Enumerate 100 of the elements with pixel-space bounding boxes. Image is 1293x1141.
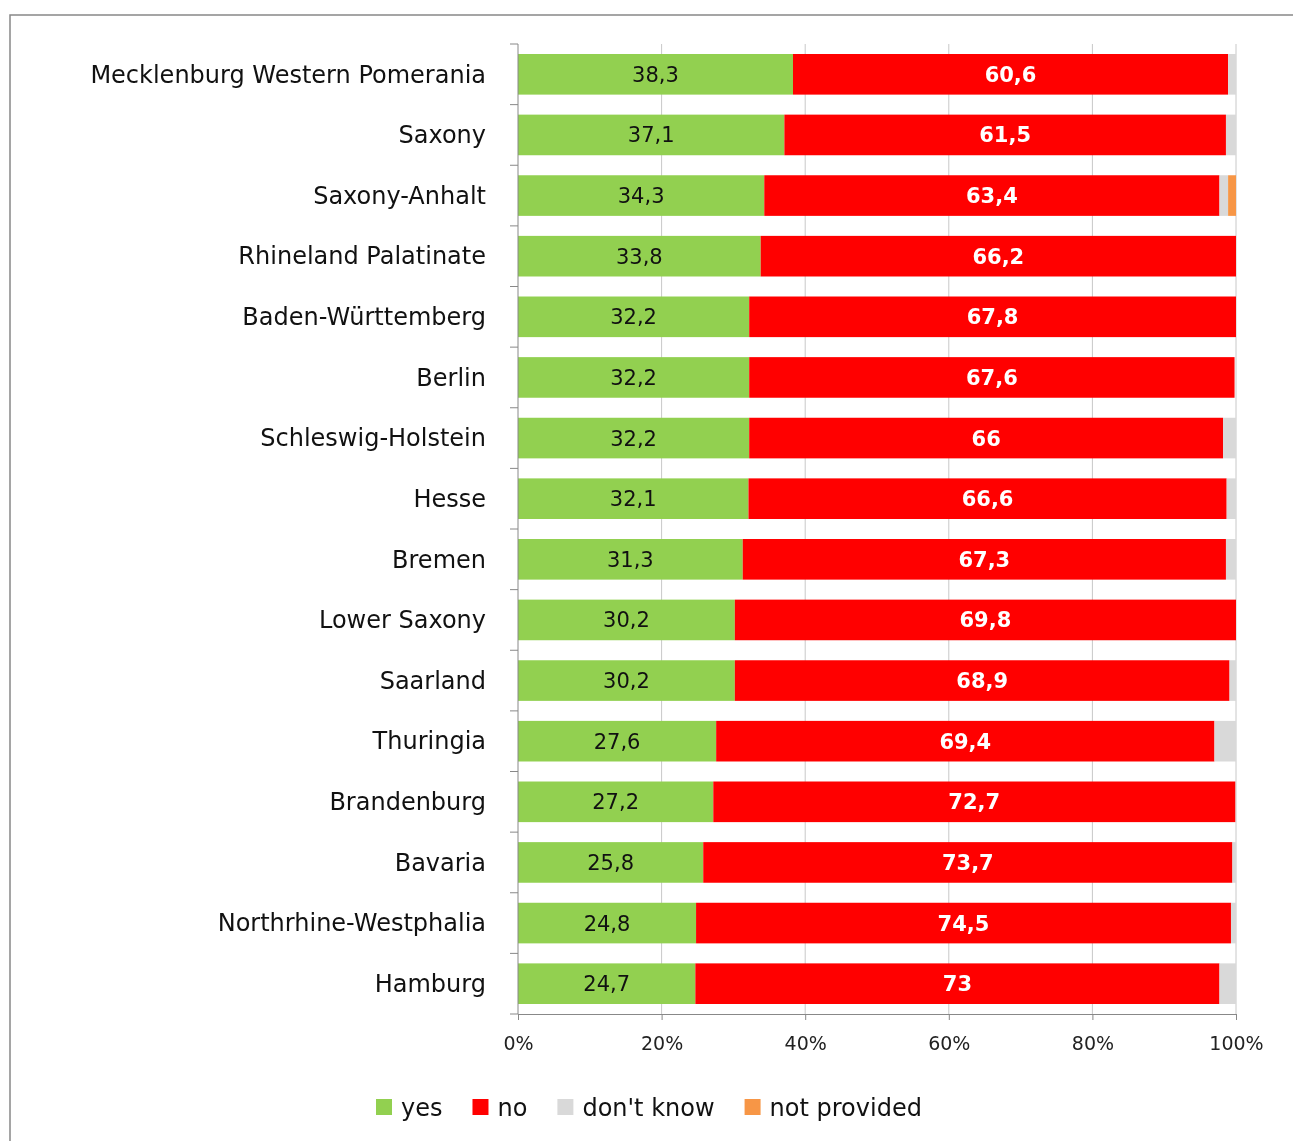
y-tick-label: Hesse — [413, 484, 486, 513]
bar — [764, 175, 1220, 216]
x-tick-label: 40% — [784, 1031, 827, 1054]
bar — [518, 539, 743, 580]
x-tick-label: 100% — [1209, 1031, 1264, 1054]
data-label: 32,2 — [610, 426, 657, 451]
y-tick-label: Saarland — [379, 666, 486, 695]
y-tick-label: Northrhine-Westphalia — [217, 909, 486, 938]
data-label: 66,2 — [972, 244, 1025, 269]
data-label: 67,3 — [958, 547, 1011, 572]
data-label: 34,3 — [617, 184, 665, 209]
bar — [518, 114, 785, 156]
bar — [696, 902, 1231, 944]
y-tick-label: Bavaria — [394, 848, 486, 877]
y-tick-label: Lower Saxony — [318, 606, 486, 635]
bar — [518, 599, 735, 641]
data-label: 33,8 — [615, 244, 663, 269]
legend-label: don't know — [582, 1093, 715, 1122]
data-label: 74,5 — [937, 911, 990, 936]
legend-label: yes — [401, 1093, 443, 1122]
bar — [518, 417, 750, 459]
bar — [1225, 539, 1236, 580]
data-label: 69,8 — [959, 608, 1012, 633]
bar — [518, 842, 704, 883]
y-tick-label: Bremen — [392, 545, 486, 574]
data-label: 25,8 — [587, 851, 634, 875]
bar — [749, 357, 1235, 398]
bar — [518, 235, 761, 277]
data-label: 61,5 — [979, 123, 1032, 148]
data-label: 66,6 — [961, 487, 1014, 512]
bar — [784, 114, 1226, 156]
bar — [716, 720, 1215, 762]
y-tick-label: Saxony — [398, 121, 486, 150]
bar — [518, 296, 750, 338]
data-label: 32,1 — [609, 487, 657, 512]
bar — [1228, 175, 1236, 216]
legend-label: no — [497, 1093, 528, 1122]
data-label: 32,2 — [610, 366, 657, 390]
bar — [749, 296, 1236, 338]
bar — [518, 478, 749, 519]
y-tick-label: Brandenburg — [329, 787, 486, 816]
y-tick-label: Schleswig-Holstein — [260, 424, 486, 453]
bar — [713, 781, 1236, 823]
x-tick-label: 80% — [1071, 1031, 1115, 1054]
data-label: 60,6 — [984, 62, 1037, 87]
bar — [749, 417, 1224, 459]
data-label: 69,4 — [939, 729, 992, 754]
bar — [742, 539, 1226, 580]
bar — [760, 235, 1236, 277]
bar — [1225, 114, 1236, 156]
x-tick-label: 60% — [928, 1031, 971, 1054]
legend-label: not provided — [769, 1093, 922, 1122]
bar — [1226, 478, 1236, 519]
data-label: 32,2 — [610, 305, 657, 330]
y-tick-label: Rhineland Palatinate — [238, 242, 486, 271]
bar — [518, 54, 793, 95]
data-label: 73 — [942, 972, 973, 997]
bar — [1223, 417, 1236, 459]
data-label: 72,7 — [948, 790, 1001, 815]
data-label: 24,8 — [583, 911, 631, 936]
bar — [734, 660, 1230, 701]
data-label: 27,2 — [592, 790, 640, 815]
data-label: 30,2 — [603, 669, 650, 694]
data-label: 24,7 — [583, 972, 631, 997]
data-label: 67,6 — [965, 366, 1018, 390]
y-tick-label: Berlin — [416, 363, 486, 392]
data-label: 31,3 — [606, 547, 654, 572]
y-tick-label: Thuringia — [371, 727, 486, 756]
bar — [748, 478, 1227, 519]
data-label: 37,1 — [627, 123, 675, 148]
x-tick-label: 0% — [503, 1031, 534, 1054]
bar — [1232, 842, 1236, 883]
bar — [1219, 963, 1236, 1004]
bar — [703, 842, 1233, 883]
bar — [518, 720, 717, 762]
y-tick-label: Hamburg — [374, 969, 486, 998]
bar — [1230, 902, 1236, 944]
bar — [518, 781, 714, 823]
data-label: 66 — [971, 426, 1001, 451]
bar — [518, 660, 735, 701]
data-label: 73,7 — [941, 851, 994, 875]
bar — [792, 54, 1229, 95]
bar — [734, 599, 1236, 641]
y-tick-label: Saxony-Anhalt — [313, 181, 486, 210]
bar — [518, 902, 697, 944]
bar — [518, 357, 750, 398]
bar — [518, 175, 765, 216]
data-label: 38,3 — [632, 62, 679, 87]
data-label: 68,9 — [956, 669, 1009, 694]
bar — [1214, 720, 1236, 762]
bar — [1229, 660, 1236, 701]
bar — [1228, 54, 1236, 95]
data-label: 30,2 — [603, 608, 650, 633]
y-tick-label: Baden-Württemberg — [242, 302, 486, 331]
x-tick-label: 20% — [640, 1031, 684, 1054]
bar — [1219, 175, 1229, 216]
data-label: 63,4 — [965, 184, 1018, 209]
bar — [518, 963, 696, 1004]
data-label: 27,6 — [593, 729, 641, 754]
bar — [695, 963, 1220, 1004]
